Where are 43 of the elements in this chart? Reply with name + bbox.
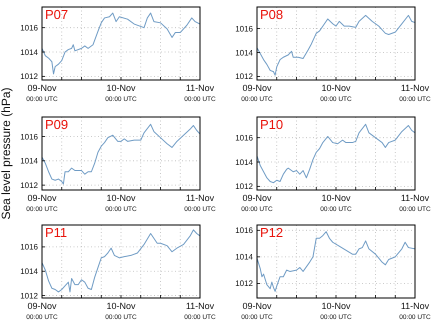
x-tick-label: 09-Nov 00:00 UTC	[241, 193, 274, 213]
y-tick-label: 1012	[20, 291, 39, 300]
chart-title: P08	[260, 7, 284, 22]
y-tick-label: 1014	[235, 252, 254, 262]
x-tick-label: 10-Nov 00:00 UTC	[320, 83, 352, 103]
x-tick-label: 11-Nov 00:00 UTC	[184, 83, 216, 103]
x-tick-label: 10-Nov 00:00 UTC	[320, 193, 352, 213]
y-tick-label: 1016	[20, 132, 39, 142]
x-tick-label: 09-Nov 00:00 UTC	[241, 83, 274, 103]
x-tick-label: 09-Nov 00:00 UTC	[26, 193, 58, 213]
y-tick-label: 1012	[235, 279, 254, 288]
y-tick-label: 1014	[20, 156, 39, 166]
chart-title: P11	[45, 225, 68, 240]
chart-title: P10	[260, 117, 284, 132]
x-tick-label: 09-Nov 00:00 UTC	[241, 301, 274, 321]
x-tick-label: 09-Nov 00:00 UTC	[26, 83, 58, 103]
x-tick-label: 10-Nov 00:00 UTC	[105, 193, 138, 213]
x-tick-label: 11-Nov 00:00 UTC	[399, 301, 432, 321]
x-tick-label: 11-Nov 00:00 UTC	[399, 83, 432, 103]
y-tick-label: 1016	[235, 226, 254, 236]
y-tick-label: 1014	[20, 267, 39, 276]
y-tick-label: 1012	[20, 180, 39, 190]
y-tick-label: 1014	[235, 48, 254, 58]
y-tick-label: 1016	[235, 133, 254, 142]
y-axis-title: Sea level pressure (hPa)	[0, 87, 13, 220]
y-tick-label: 1016	[235, 24, 254, 34]
y-tick-label: 1012	[235, 182, 254, 192]
y-tick-label: 1012	[235, 72, 254, 82]
x-tick-label: 09-Nov 00:00 UTC	[26, 301, 58, 321]
x-tick-label: 10-Nov 00:00 UTC	[320, 301, 352, 321]
chart-title: P09	[45, 117, 68, 132]
y-tick-label: 1012	[20, 72, 39, 82]
x-tick-label: 11-Nov 00:00 UTC	[399, 193, 432, 213]
y-tick-label: 1016	[20, 242, 39, 252]
y-tick-label: 1014	[235, 158, 254, 167]
chart-title: P07	[45, 7, 68, 22]
x-tick-label: 11-Nov 00:00 UTC	[184, 301, 216, 321]
x-tick-label: 10-Nov 00:00 UTC	[105, 301, 138, 321]
y-tick-label: 1016	[20, 23, 39, 32]
x-tick-label: 11-Nov 00:00 UTC	[184, 193, 216, 213]
y-tick-label: 1014	[20, 48, 39, 57]
x-tick-label: 10-Nov 00:00 UTC	[105, 83, 138, 103]
chart-title: P12	[260, 225, 284, 240]
